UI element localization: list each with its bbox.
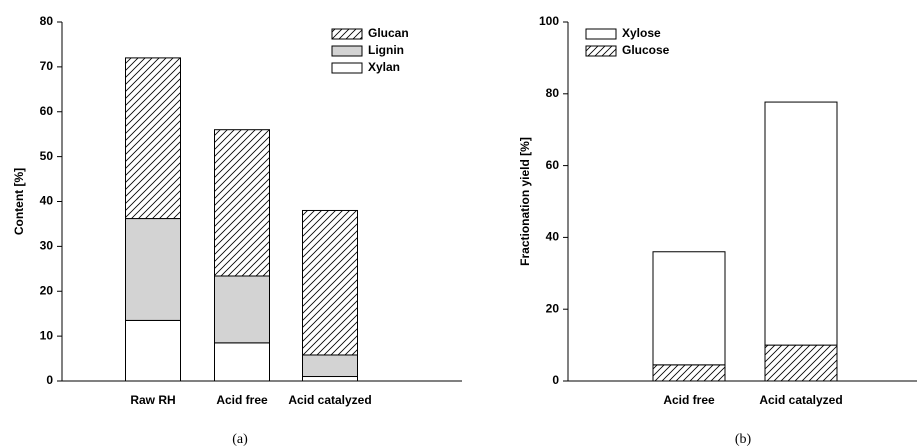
y-tick-label: 0 — [552, 373, 559, 387]
y-tick-label: 100 — [539, 14, 559, 28]
bar-segment — [652, 364, 726, 382]
x-tick-label: Acid catalyzed — [288, 393, 371, 407]
bar-segment — [214, 129, 270, 277]
legend-label: Xylose — [622, 26, 661, 40]
y-tick-label: 20 — [40, 283, 54, 297]
legend-label: Glucan — [368, 26, 409, 40]
bar-segment — [125, 319, 181, 382]
y-tick-label: 60 — [40, 104, 54, 118]
bar-segment — [302, 376, 358, 382]
legend-swatch — [585, 45, 617, 57]
y-tick-label: 30 — [40, 239, 54, 253]
y-tick-label: 80 — [40, 14, 54, 28]
y-tick-label: 40 — [546, 230, 560, 244]
y-tick-label: 50 — [40, 149, 54, 163]
legend-label: Lignin — [368, 43, 404, 57]
bar-segment — [214, 342, 270, 382]
y-tick-label: 0 — [46, 373, 53, 387]
bar-segment — [214, 275, 270, 344]
x-tick-label: Acid free — [216, 393, 268, 407]
caption: (a) — [232, 432, 248, 447]
bar-segment — [764, 101, 838, 346]
legend-swatch — [331, 28, 363, 40]
y-axis-label: Content [%] — [12, 168, 26, 235]
legend-label: Xylan — [368, 60, 400, 74]
caption: (b) — [735, 432, 752, 447]
bar-segment — [652, 251, 726, 366]
bar-segment — [302, 209, 358, 356]
bar-segment — [125, 218, 181, 321]
legend-swatch — [331, 62, 363, 74]
legend-swatch — [585, 28, 617, 40]
y-tick-label: 60 — [546, 158, 560, 172]
legend-label: Glucose — [622, 43, 670, 57]
bar-segment — [125, 57, 181, 220]
x-tick-label: Raw RH — [130, 393, 175, 407]
x-tick-label: Acid free — [663, 393, 715, 407]
y-axis-label: Fractionation yield [%] — [518, 137, 532, 266]
y-tick-label: 80 — [546, 86, 560, 100]
bar-segment — [764, 344, 838, 382]
legend-swatch — [331, 45, 363, 57]
x-tick-label: Acid catalyzed — [759, 393, 842, 407]
y-tick-label: 10 — [40, 328, 54, 342]
y-tick-label: 20 — [546, 301, 560, 315]
y-tick-label: 70 — [40, 59, 54, 73]
bar-segment — [302, 354, 358, 378]
y-tick-label: 40 — [40, 194, 54, 208]
